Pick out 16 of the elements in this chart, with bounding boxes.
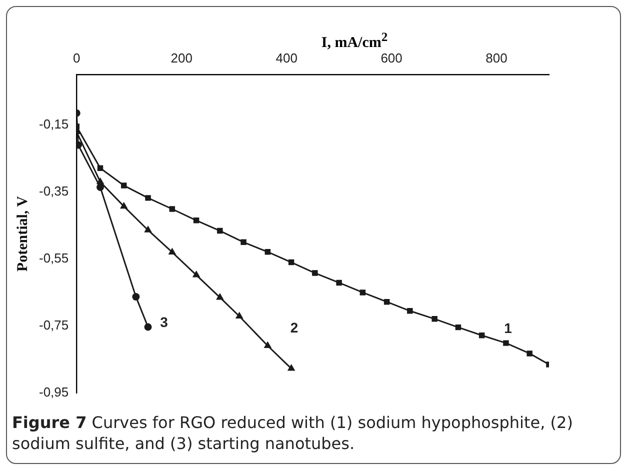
x-axis-title: I, mA/cm$^{2}$ — [320, 30, 389, 52]
x-tick-label: 0 — [73, 50, 80, 66]
series-label: 1 — [504, 320, 512, 336]
x-tick-label: 600 — [380, 50, 402, 66]
series-label: 3 — [160, 314, 168, 330]
y-tick-label: -0,95 — [38, 384, 69, 400]
y-tick-label: -0,55 — [38, 250, 69, 266]
y-axis-title: Potential, V — [14, 196, 31, 272]
x-tick-label: 200 — [170, 50, 192, 66]
y-tick-label: -0,75 — [38, 318, 69, 333]
y-tick-label: -0,35 — [38, 183, 69, 198]
caption: Figure 7 Curves for RGO reduced with (1) sodium hypophosphite, (2) sodium sulfite, and (3) starting nanotubes. — [12, 412, 574, 454]
series-label: 2 — [290, 319, 298, 336]
x-tick-label: 800 — [486, 50, 508, 66]
y-tick-label: -0,15 — [38, 116, 69, 132]
x-tick-label: 400 — [276, 50, 298, 66]
